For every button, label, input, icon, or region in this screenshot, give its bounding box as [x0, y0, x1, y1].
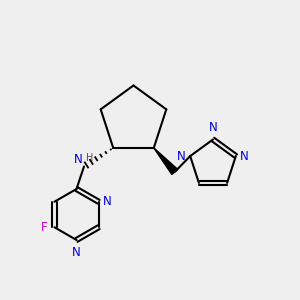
Text: N: N — [72, 246, 81, 259]
Text: H: H — [86, 153, 93, 163]
Text: N: N — [177, 150, 186, 163]
Text: F: F — [41, 221, 48, 234]
Text: N: N — [74, 153, 82, 166]
Text: N: N — [208, 121, 217, 134]
Polygon shape — [154, 148, 178, 175]
Text: N: N — [103, 195, 111, 208]
Text: N: N — [240, 150, 249, 163]
